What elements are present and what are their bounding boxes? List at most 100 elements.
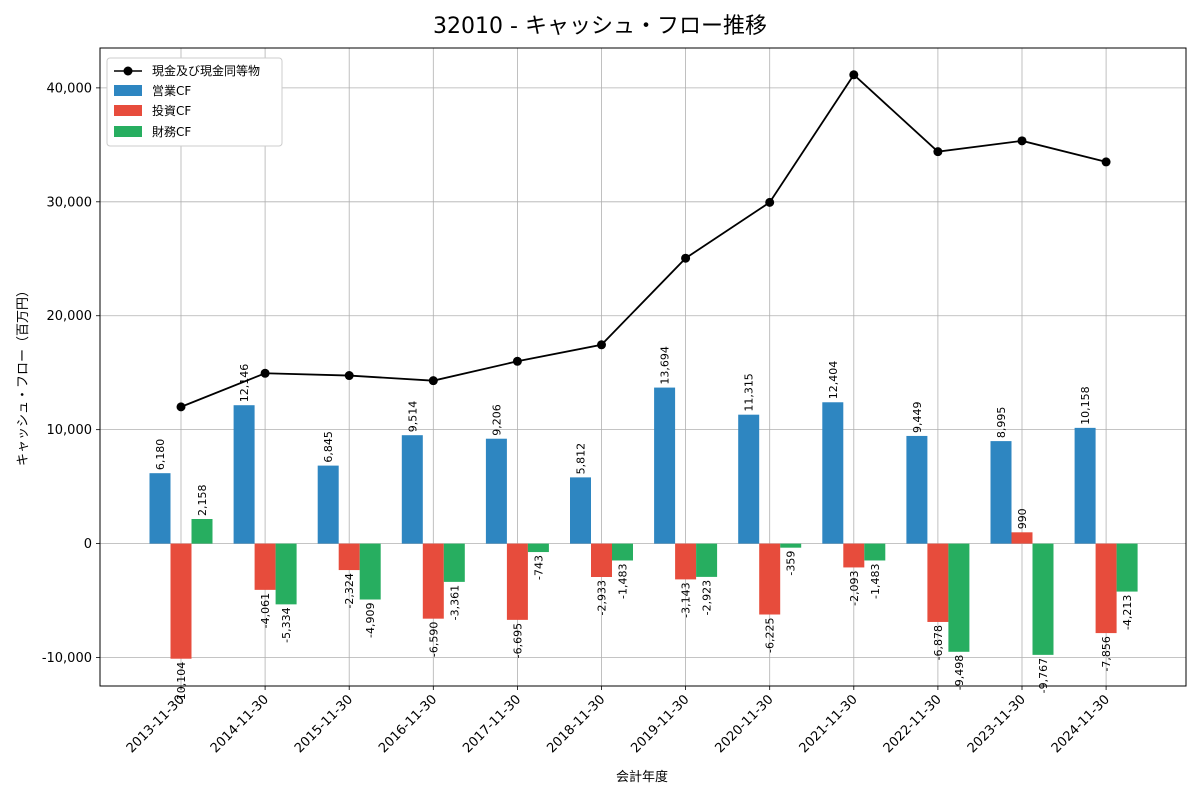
- bar-operating: [654, 387, 676, 544]
- cash-point: [344, 371, 354, 381]
- bar-value-label-financing: -9,498: [953, 655, 966, 690]
- bar-operating: [570, 477, 591, 544]
- bar-investing: [927, 543, 949, 622]
- cash-point: [765, 197, 775, 207]
- cash-point: [681, 253, 691, 263]
- bar-investing: [1095, 543, 1117, 634]
- bar-value-label-investing: -6,695: [511, 623, 524, 658]
- cash-point: [597, 340, 606, 350]
- bar-value-label-operating: 13,694: [659, 346, 672, 385]
- bar-value-label-investing: -6,878: [932, 625, 945, 660]
- bar-operating: [233, 405, 255, 544]
- bar-operating: [149, 473, 171, 544]
- bar-financing: [191, 519, 213, 544]
- bar-value-label-operating: 9,449: [911, 401, 924, 433]
- x-tick-label: 2021-11-30: [797, 692, 861, 756]
- legend-label-operating: 営業CF: [152, 84, 191, 98]
- bar-value-label-investing: -6,590: [427, 622, 440, 657]
- bar-value-label-operating: 12,404: [827, 361, 840, 400]
- bar-financing: [1116, 543, 1138, 592]
- legend-label-financing: 財務CF: [152, 124, 191, 139]
- x-axis-label: 会計年度: [616, 769, 668, 785]
- bar-financing: [1032, 543, 1054, 655]
- bar-value-label-financing: 2,158: [196, 485, 209, 517]
- bar-financing: [612, 543, 633, 561]
- bar-value-label-financing: -1,483: [869, 563, 882, 598]
- cash-point: [512, 356, 522, 366]
- bar-value-label-financing: -4,213: [1121, 595, 1134, 630]
- bar-value-label-operating: 10,158: [1079, 386, 1092, 425]
- cash-point: [1101, 157, 1111, 167]
- bar-investing: [170, 543, 192, 659]
- bar-value-label-financing: -2,923: [701, 580, 714, 615]
- bar-operating: [738, 414, 760, 544]
- legend-swatch-financing: [114, 126, 142, 137]
- cash-point: [176, 402, 186, 412]
- bar-value-label-investing: 990: [1016, 508, 1029, 529]
- y-tick-label: -10,000: [42, 651, 92, 666]
- data-label-layer: 6,180 12,146 6,845 9,514 9,206 5,812 13,694 11,…: [154, 346, 1134, 704]
- x-tick-label: 2020-11-30: [712, 692, 776, 756]
- legend-label-cash: 現金及び現金同等物: [152, 63, 260, 78]
- bar-value-label-operating: 6,845: [322, 431, 335, 463]
- x-tick-label: 2024-11-30: [1049, 692, 1113, 756]
- bar-operating: [1074, 427, 1096, 544]
- bar-value-label-investing: -7,856: [1100, 636, 1113, 671]
- bar-investing: [1011, 532, 1033, 544]
- legend: 現金及び現金同等物 営業CF 投資CF 財務CF: [106, 57, 283, 147]
- cash-point: [933, 147, 943, 157]
- bar-investing: [675, 543, 697, 580]
- bar-financing: [527, 543, 549, 553]
- y-tick-label: 30,000: [47, 195, 93, 210]
- bar-investing: [338, 543, 360, 571]
- bar-value-label-financing: -1,483: [617, 563, 630, 598]
- bar-value-label-operating: 8,995: [995, 407, 1008, 439]
- bar-value-label-financing: -359: [785, 551, 798, 576]
- bar-investing: [506, 543, 528, 620]
- bar-financing: [359, 543, 381, 600]
- bar-value-label-operating: 9,514: [406, 401, 419, 433]
- bar-value-label-investing: -2,933: [596, 580, 609, 615]
- x-tick-label: 2014-11-30: [208, 692, 272, 756]
- cash-point: [260, 368, 270, 378]
- y-tick-label: 20,000: [47, 309, 93, 324]
- y-tick-label: 0: [84, 537, 92, 552]
- x-tick-label: 2023-11-30: [965, 692, 1029, 756]
- bar-value-label-financing: -9,767: [1037, 658, 1050, 693]
- y-tick-label: 10,000: [47, 423, 93, 438]
- bar-operating: [485, 438, 507, 544]
- legend-swatch-investing: [114, 105, 142, 116]
- bar-value-label-financing: -5,334: [280, 607, 293, 642]
- legend-box: [106, 57, 283, 147]
- y-axis-label: キャッシュ・フロー（百万円）: [16, 284, 31, 466]
- bar-value-label-investing: -6,225: [764, 618, 777, 653]
- bar-investing: [759, 543, 781, 615]
- legend-label-investing: 投資CF: [152, 103, 191, 118]
- bar-financing: [275, 543, 297, 605]
- bar-value-label-investing: -10,104: [175, 662, 188, 704]
- bar-financing: [948, 543, 970, 652]
- x-tick-label: 2016-11-30: [376, 692, 440, 756]
- x-tick-label: 2019-11-30: [628, 692, 692, 756]
- bar-operating: [822, 402, 844, 544]
- bar-value-label-operating: 6,180: [154, 439, 167, 471]
- bar-value-label-investing: -3,143: [680, 582, 693, 617]
- bar-layer: [149, 387, 1138, 659]
- bar-operating: [317, 465, 339, 544]
- bar-operating: [401, 435, 423, 544]
- y-tick-label: 40,000: [47, 81, 93, 96]
- bar-value-label-financing: -4,909: [364, 603, 377, 638]
- bar-financing: [696, 543, 718, 577]
- bar-value-label-investing: -2,093: [848, 570, 861, 605]
- plot-frame: [99, 47, 1187, 687]
- bar-value-label-financing: -743: [532, 555, 545, 580]
- x-tick-label: 2013-11-30: [124, 692, 188, 756]
- bar-value-label-investing: -2,324: [343, 573, 356, 608]
- x-tick-label: 2015-11-30: [292, 692, 356, 756]
- bar-investing: [422, 543, 444, 619]
- cash-point: [849, 70, 859, 80]
- bar-investing: [254, 543, 276, 590]
- bar-value-label-operating: 12,146: [238, 364, 251, 403]
